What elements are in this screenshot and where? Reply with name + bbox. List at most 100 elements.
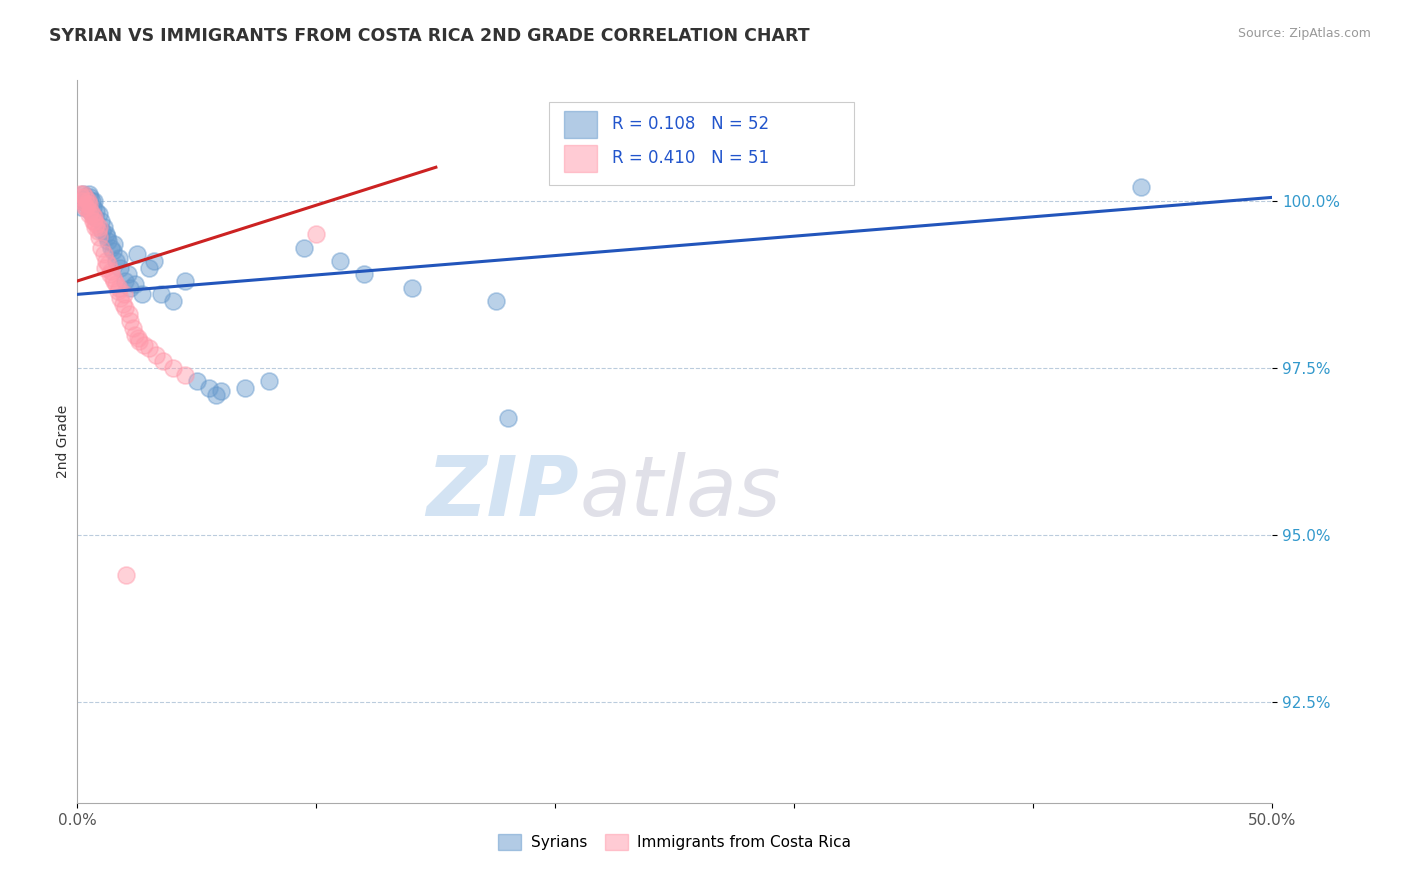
Text: atlas: atlas [579,451,780,533]
Point [127,331,149,345]
Point [93,220,115,235]
Point [485,293,508,308]
Point [108,251,131,265]
Bar [564,145,598,172]
Point [76,197,98,211]
Point [79,203,101,218]
Point [79,203,101,218]
Point [73,194,96,208]
Point [70,200,93,214]
Point [97,257,120,271]
Point [83,213,105,227]
Point [118,314,141,328]
Point [138,341,160,355]
Point [73,200,96,214]
Point [114,301,136,315]
Point [233,381,256,395]
Point [131,287,153,301]
Point [205,387,228,401]
Point [73,190,96,204]
Point [134,337,156,351]
Point [353,267,375,281]
Point [80,194,103,208]
Point [91,224,114,238]
Point [84,211,107,225]
Point [305,227,328,241]
Point [70,194,93,208]
Point [112,287,135,301]
Point [103,270,124,285]
Point [97,234,120,248]
Point [103,274,125,288]
Text: SYRIAN VS IMMIGRANTS FROM COSTA RICA 2ND GRADE CORRELATION CHART: SYRIAN VS IMMIGRANTS FROM COSTA RICA 2ND… [49,27,810,45]
Point [96,230,118,244]
Point [100,240,122,254]
Legend: Syrians, Immigrants from Costa Rica: Syrians, Immigrants from Costa Rica [492,829,858,856]
Point [80,207,103,221]
Point [77,197,100,211]
Point [1130,180,1153,194]
Point [90,213,112,227]
Point [82,200,104,214]
Point [90,240,112,254]
Point [87,230,110,244]
Text: ZIP: ZIP [426,451,579,533]
Point [108,280,131,294]
Point [496,411,519,425]
Point [76,197,98,211]
Point [77,194,100,208]
Point [83,194,105,208]
Point [197,381,219,395]
Text: R = 0.410   N = 51: R = 0.410 N = 51 [612,149,769,168]
Point [86,203,108,218]
Point [118,308,141,322]
Point [107,284,129,298]
Point [174,274,197,288]
Point [86,217,108,231]
Point [93,247,115,261]
Point [72,187,94,202]
Point [117,267,139,281]
Point [104,253,127,268]
Point [100,264,122,278]
Point [103,244,124,258]
Point [401,280,423,294]
Bar [564,111,598,138]
Point [87,207,110,221]
Point [94,253,117,268]
Point [162,293,184,308]
Point [294,240,316,254]
Point [142,253,165,268]
Point [110,291,132,305]
Point [103,237,125,252]
Point [79,190,101,204]
Point [84,220,107,235]
Point [110,260,132,275]
Point [114,274,136,288]
Point [75,200,97,214]
Point [115,568,138,582]
Point [94,227,117,241]
Point [86,224,108,238]
Point [75,190,97,204]
Point [69,187,91,202]
Point [104,277,127,292]
Point [79,197,101,211]
Point [329,253,352,268]
Point [70,194,93,208]
Point [128,334,150,348]
Point [122,321,145,335]
Text: R = 0.108   N = 52: R = 0.108 N = 52 [612,115,769,133]
Point [70,190,93,204]
Point [209,384,232,399]
FancyBboxPatch shape [550,102,855,185]
Point [118,280,141,294]
Point [124,277,146,292]
Point [138,260,160,275]
Point [162,360,184,375]
Point [257,374,280,388]
Point [83,211,105,225]
Point [145,347,167,361]
Point [127,247,149,261]
Text: Source: ZipAtlas.com: Source: ZipAtlas.com [1237,27,1371,40]
